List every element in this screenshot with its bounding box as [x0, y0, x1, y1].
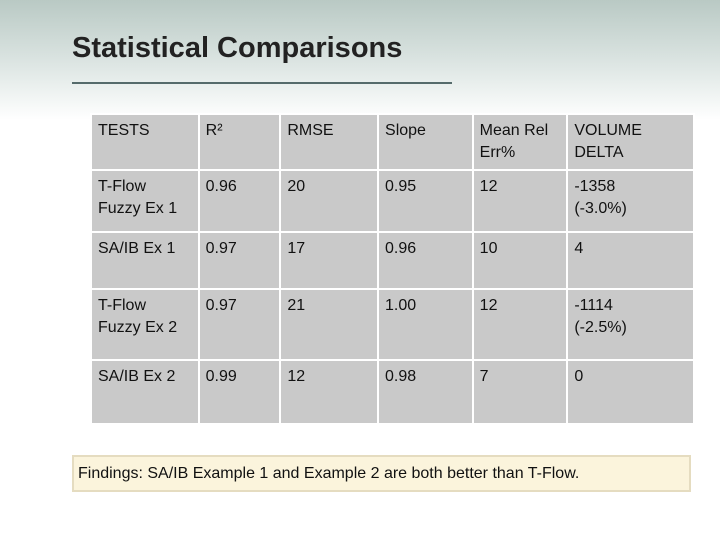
- header-row: TESTS R² RMSE Slope Mean Rel Err% VOLUME DELT…: [90, 113, 695, 171]
- table-cell: 21: [279, 288, 380, 361]
- table-cell: 0.99: [197, 359, 282, 425]
- table-cell: SA/IB Ex 2: [90, 359, 200, 425]
- table-row: T-Flow Fuzzy Ex 1 0.96 20 0.95 12 -1358 (-3.0…: [90, 169, 695, 233]
- background-photo: [0, 0, 720, 120]
- header-cell: VOLUME DELTA: [566, 113, 695, 171]
- table-cell: 0.98: [377, 359, 474, 425]
- table-row: SA/IB Ex 1 0.97 17 0.96 10 4: [90, 231, 695, 290]
- table-cell: 10: [471, 231, 569, 290]
- table-cell: 7: [471, 359, 569, 425]
- table-cell: 0.97: [197, 288, 282, 361]
- table-row: SA/IB Ex 2 0.99 12 0.98 7 0: [90, 359, 695, 425]
- table-cell: 12: [279, 359, 380, 425]
- table-cell: 0: [566, 359, 695, 425]
- table-cell: 0.97: [197, 231, 282, 290]
- header-cell: RMSE: [279, 113, 380, 171]
- table-cell: 0.96: [377, 231, 474, 290]
- findings-box: Findings: SA/IB Example 1 and Example 2 …: [72, 455, 691, 492]
- table-cell: 1.00: [377, 288, 474, 361]
- title-rule: [72, 82, 452, 84]
- table-row: T-Flow Fuzzy Ex 2 0.97 21 1.00 12 -1114 (-2.5…: [90, 288, 695, 361]
- comparison-table: TESTS R² RMSE Slope Mean Rel Err% VOLUME DELT…: [90, 113, 695, 425]
- table-cell: 12: [471, 169, 569, 233]
- table-cell: SA/IB Ex 1: [90, 231, 200, 290]
- header-cell: R²: [197, 113, 282, 171]
- table-cell: -1114 (-2.5%): [566, 288, 695, 361]
- header-cell: Mean Rel Err%: [471, 113, 569, 171]
- slide-title: Statistical Comparisons: [72, 32, 403, 64]
- table-cell: 0.96: [197, 169, 282, 233]
- table-cell: 12: [471, 288, 569, 361]
- table-cell: -1358 (-3.0%): [566, 169, 695, 233]
- header-cell: TESTS: [90, 113, 200, 171]
- table-cell: 17: [279, 231, 380, 290]
- table-cell: 0.95: [377, 169, 474, 233]
- table-cell: T-Flow Fuzzy Ex 1: [90, 169, 200, 233]
- table-cell: T-Flow Fuzzy Ex 2: [90, 288, 200, 361]
- table-cell: 20: [279, 169, 380, 233]
- header-cell: Slope: [377, 113, 474, 171]
- table-cell: 4: [566, 231, 695, 290]
